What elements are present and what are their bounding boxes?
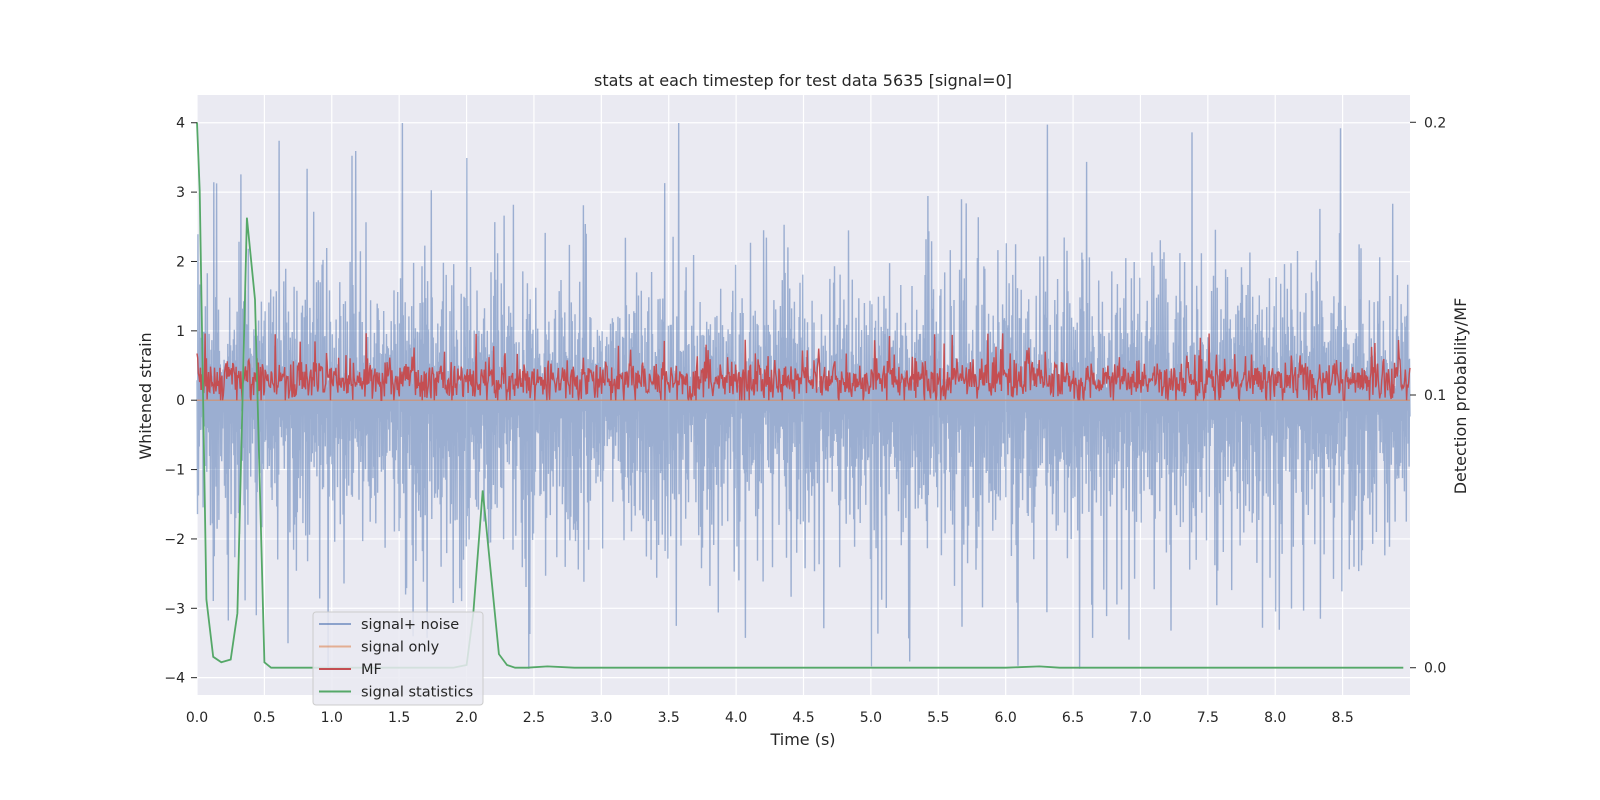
x-tick-label: 0.5 bbox=[253, 710, 275, 726]
axes-layer: 0.0 0.5 1.0 1.5 2.0 2.5 3.0 3.5 4.0 4.5 5.0 5.5 6.0 6… bbox=[164, 115, 1446, 726]
legend-label: signal only bbox=[361, 640, 440, 656]
legend-box bbox=[312, 611, 484, 706]
y-tick-label: 1 bbox=[176, 324, 185, 340]
x-tick-label: 1.5 bbox=[388, 710, 410, 726]
x-axis-label: Time (s) bbox=[769, 730, 835, 749]
x-tick-label: 7.5 bbox=[1197, 710, 1219, 726]
x-tick-label: 8.5 bbox=[1331, 710, 1353, 726]
y-tick-label: 2 bbox=[176, 254, 185, 270]
x-tick-label: 2.0 bbox=[455, 710, 477, 726]
x-tick-label: 5.5 bbox=[927, 710, 949, 726]
y2-tick-label: 0.2 bbox=[1424, 115, 1446, 131]
legend: signal+ noise signal only MF signal statist… bbox=[312, 611, 484, 706]
x-tick-label: 3.5 bbox=[658, 710, 680, 726]
y-axis-label: Whitened strain bbox=[136, 332, 155, 459]
x-tick-label: 6.5 bbox=[1062, 710, 1084, 726]
x-tick-label: 3.0 bbox=[590, 710, 612, 726]
x-tick-label: 7.0 bbox=[1129, 710, 1151, 726]
x-tick-label: 0.0 bbox=[186, 710, 208, 726]
x-tick-label: 8.0 bbox=[1264, 710, 1286, 726]
y-tick-label: −3 bbox=[164, 601, 185, 617]
x-tick-label: 1.0 bbox=[321, 710, 343, 726]
x-tick-label: 2.5 bbox=[523, 710, 545, 726]
legend-label: signal statistics bbox=[361, 685, 473, 701]
y-tick-label: −1 bbox=[164, 463, 185, 479]
y-tick-label: 3 bbox=[176, 185, 185, 201]
y2-tick-label: 0.1 bbox=[1424, 388, 1446, 404]
x-tick-label: 4.5 bbox=[792, 710, 814, 726]
y2-tick-label: 0.0 bbox=[1424, 661, 1446, 677]
series-signal-statistics-line bbox=[196, 122, 1404, 669]
x-tick-label: 6.0 bbox=[995, 710, 1017, 726]
y-tick-label: −4 bbox=[164, 671, 185, 687]
y-tick-label: 4 bbox=[176, 116, 185, 132]
y-tick-label: 0 bbox=[176, 393, 185, 409]
y-tick-label: −2 bbox=[164, 532, 185, 548]
x-tick-label: 5.0 bbox=[860, 710, 882, 726]
legend-label: MF bbox=[361, 662, 382, 678]
x-tick-label: 4.0 bbox=[725, 710, 747, 726]
chart-title: stats at each timestep for test data 563… bbox=[594, 71, 1012, 90]
series-signal-noise-line bbox=[196, 122, 1411, 669]
series-mf-line bbox=[196, 333, 1411, 402]
series-layer bbox=[196, 122, 1411, 669]
legend-label: signal+ noise bbox=[361, 617, 459, 633]
y2-axis-label: Detection probability/MF bbox=[1451, 298, 1470, 495]
